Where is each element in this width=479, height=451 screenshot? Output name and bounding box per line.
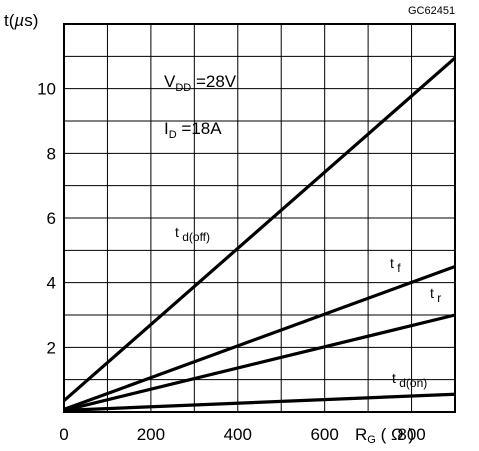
plot-frame [63, 23, 456, 413]
x-axis-label: RG ( Ω ) [355, 425, 414, 446]
y-axis-label: t(µs) [4, 11, 38, 30]
series-label-td-on: t d(on) [392, 370, 427, 390]
condition-vdd: VDD =28V [164, 72, 237, 94]
series-line-0 [62, 56, 457, 402]
grid-layer [64, 24, 455, 412]
y-tick-label: 8 [47, 144, 56, 163]
series-layer [62, 56, 457, 412]
y-tick-label: 2 [47, 338, 56, 357]
conditions-annotation: VDD =28V ID =18A [164, 72, 237, 141]
series-line-2 [63, 313, 456, 412]
tick-layer: 0 200 400 600 800 2 4 6 8 10 [37, 80, 426, 444]
y-tick-label: 4 [47, 274, 56, 293]
series-line-3 [63, 392, 456, 412]
series-label-tf: t f [390, 255, 401, 275]
series-labels: t d(off) t f t r t d(on) [175, 224, 441, 390]
y-tick-label: 10 [37, 80, 56, 99]
series-line-1 [63, 264, 456, 411]
condition-id: ID =18A [164, 119, 222, 141]
y-tick-label: 6 [47, 209, 56, 228]
series-label-td-off: t d(off) [175, 224, 210, 244]
x-tick-label: 0 [59, 425, 68, 444]
x-tick-label: 200 [137, 425, 165, 444]
x-tick-label: 800 [397, 425, 425, 444]
x-tick-label: 600 [310, 425, 338, 444]
series-label-tr: t r [430, 285, 441, 305]
x-tick-label: 400 [224, 425, 252, 444]
doc-code: GC62451 [408, 5, 455, 17]
